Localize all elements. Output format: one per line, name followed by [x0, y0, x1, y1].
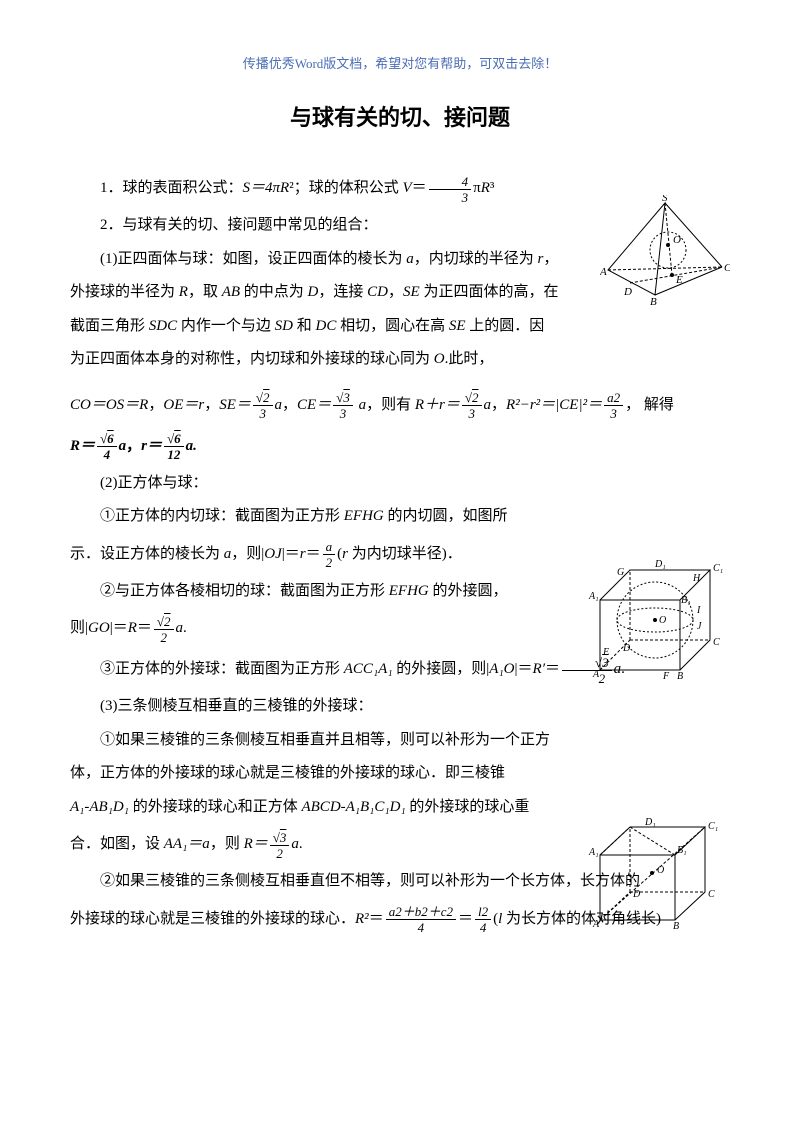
figure-cube-diagonal: A B C D A₁ B₁ C₁ D₁ O — [585, 815, 730, 930]
fig3-C1: C₁ — [708, 821, 718, 832]
fig2-H: H — [692, 573, 701, 584]
fig2-G: G — [617, 567, 624, 578]
fig2-A1: A₁ — [588, 591, 599, 602]
fig1-label-B: B — [650, 296, 657, 305]
fig2-E: E — [602, 647, 609, 658]
fig2-O: O — [659, 615, 666, 626]
fig3-B: B — [673, 921, 679, 930]
fig2-J: J — [697, 621, 702, 632]
para-10: ①正方体的内切球：截面图为正方形 EFHG 的内切圆，如图所 — [70, 501, 730, 533]
fig1-label-S: S — [662, 195, 668, 204]
fig2-I: I — [696, 605, 701, 616]
fig2-C1: C₁ — [713, 563, 723, 574]
para-6: 为正四面体本身的对称性，内切球和外接球的球心同为 O.此时， — [70, 344, 730, 376]
fig3-B1: B₁ — [677, 845, 687, 856]
equation-result: R＝√64a，r＝√612a. — [70, 427, 730, 466]
para-15: (3)三条侧棱互相垂直的三棱锥的外接球： — [70, 691, 730, 723]
fig2-C: C — [713, 637, 720, 648]
fig2-D1: D₁ — [654, 559, 666, 570]
fig2-B1: B₁ — [681, 595, 691, 606]
fig2-B: B — [677, 671, 683, 680]
para-9: (2)正方体与球： — [70, 468, 730, 500]
figure-tetrahedron: S A B C D E O — [600, 195, 730, 305]
para-16: ①如果三棱锥的三条侧棱互相垂直并且相等，则可以补形为一个正方 — [70, 725, 730, 757]
fig3-A: A — [592, 919, 600, 930]
fig2-D: D — [622, 643, 631, 654]
fig1-label-C: C — [724, 262, 730, 274]
fig2-A: A — [592, 669, 600, 680]
header-note: 传播优秀Word版文档，希望对您有帮助，可双击去除！ — [70, 50, 730, 77]
fig1-label-E: E — [675, 274, 683, 286]
fig3-A1: A₁ — [588, 847, 599, 858]
fig2-F: F — [662, 671, 670, 680]
fig3-C: C — [708, 889, 715, 900]
para-17: 体，正方体的外接球的球心就是三棱锥的外接球的球心．即三棱锥 — [70, 758, 730, 790]
fig1-label-D: D — [623, 286, 632, 298]
para-5: 截面三角形 SDC 内作一个与边 SD 和 DC 相切，圆心在高 SE 上的圆．… — [70, 311, 730, 343]
fig3-D1: D₁ — [644, 817, 656, 828]
page-title: 与球有关的切、接问题 — [70, 95, 730, 141]
fig3-O: O — [657, 865, 664, 876]
equation-line-1: CO＝OS＝R，OE＝r，SE＝√23a，CE＝√33 a，则有 R＋r＝√23… — [70, 386, 730, 425]
fig3-D: D — [632, 889, 641, 900]
fig1-label-O: O — [673, 234, 681, 246]
figure-cube-sphere: A B C D A₁ B₁ C₁ D₁ E F G H I J O — [585, 555, 730, 680]
fig1-label-A: A — [600, 266, 607, 278]
